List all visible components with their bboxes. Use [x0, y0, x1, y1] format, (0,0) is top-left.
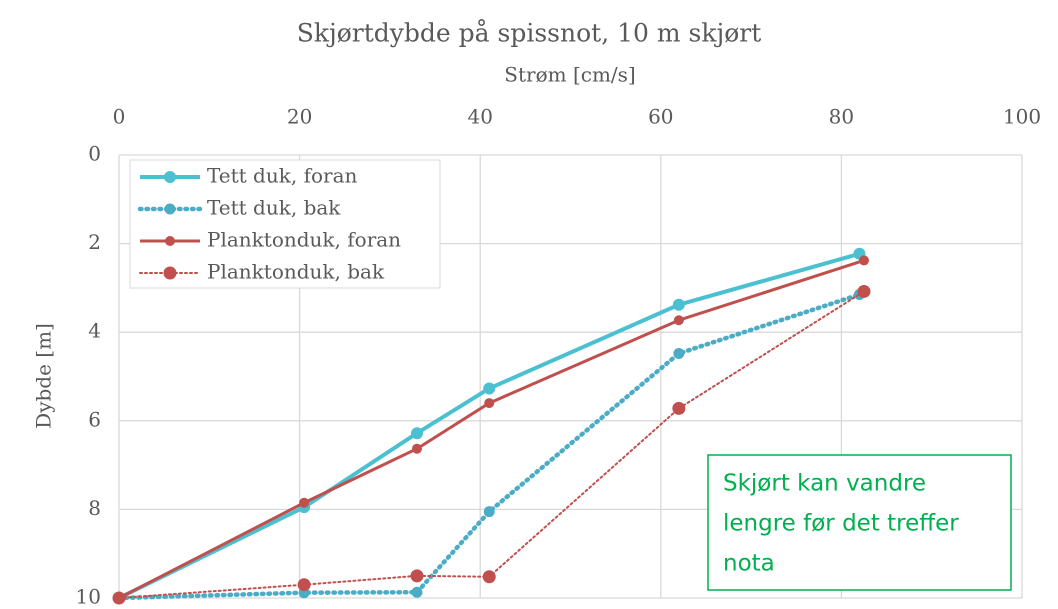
legend-label: Planktonduk, bak — [207, 260, 385, 284]
data-point — [410, 427, 423, 440]
legend-label: Planktonduk, foran — [207, 228, 401, 252]
legend-label: Tett duk, foran — [207, 164, 358, 188]
legend-marker — [164, 203, 176, 215]
data-point — [673, 347, 685, 359]
data-point — [672, 401, 686, 415]
legend-marker — [163, 266, 177, 280]
x-tick-label: 100 — [1003, 105, 1041, 129]
y-tick-label: 8 — [88, 496, 101, 520]
data-point — [484, 398, 495, 409]
legend-box — [129, 159, 441, 289]
x-tick-label: 20 — [287, 105, 312, 129]
data-point — [673, 315, 684, 326]
series-line — [118, 251, 861, 600]
data-point — [299, 497, 310, 508]
data-point — [483, 506, 495, 518]
y-tick-label: 2 — [88, 230, 101, 254]
data-point — [410, 569, 424, 583]
x-tick-label: 40 — [467, 105, 492, 129]
data-point — [483, 382, 496, 395]
series-line — [118, 259, 865, 600]
series-line — [116, 292, 862, 601]
legend-marker — [165, 236, 175, 246]
y-tick-label: 4 — [88, 319, 101, 343]
chart-title: Skjørtdybde på spissnot, 10 m skjørt — [297, 19, 762, 48]
y-tick-label: 0 — [88, 142, 101, 166]
y-axis-label: Dybde [m] — [32, 323, 56, 429]
y-tick-label: 10 — [76, 585, 101, 609]
annotation-box — [707, 454, 1012, 591]
annotation-text: Skjørt kan vandre — [723, 471, 926, 497]
data-point — [411, 586, 423, 598]
legend-label: Tett duk, bak — [207, 196, 341, 220]
data-point — [482, 570, 496, 584]
legend-marker — [164, 171, 176, 183]
x-tick-label: 80 — [829, 105, 854, 129]
series-line — [118, 290, 865, 599]
data-point — [858, 255, 869, 266]
annotation-text: lengre før det treffer — [723, 511, 959, 537]
data-point — [857, 284, 871, 298]
y-tick-label: 6 — [88, 407, 101, 431]
x-axis-label: Strøm [cm/s] — [504, 63, 635, 87]
data-point — [112, 591, 126, 605]
data-point — [411, 443, 422, 454]
x-tick-label: 60 — [648, 105, 673, 129]
x-tick-label: 0 — [113, 105, 126, 129]
annotation-text: nota — [723, 551, 775, 577]
data-point — [672, 298, 685, 311]
data-point — [297, 578, 311, 592]
